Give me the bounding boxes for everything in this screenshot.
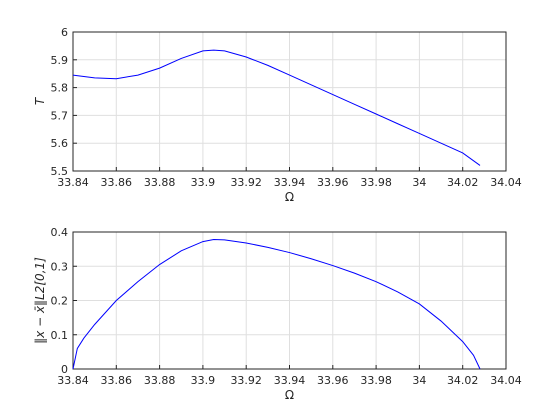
x-tick-label: 34.02 [447,374,479,387]
axes-box [72,31,507,172]
data-line [72,239,481,370]
x-tick-label: 33.88 [144,374,176,387]
y-tick-label: 0.2 [51,295,69,308]
x-tick-label: 33.84 [57,176,89,189]
x-tick-label: 33.92 [230,374,262,387]
y-tick-label: 0 [61,363,68,376]
y-tick-label: 6 [61,26,68,39]
y-axis-label: T [33,96,47,105]
y-tick-label: 5.8 [51,82,69,95]
x-tick-label: 33.96 [317,176,349,189]
y-tick-label: 5.5 [51,165,69,178]
x-tick-label: 33.86 [101,176,133,189]
x-tick-label: 33.84 [57,374,89,387]
x-tick-label: 34.04 [490,176,522,189]
x-axis-label: Ω [285,190,294,204]
x-tick-label: 33.94 [274,176,306,189]
x-tick-label: 33.88 [144,176,176,189]
x-tick-label: 33.92 [230,176,262,189]
x-tick-label: 34.04 [490,374,522,387]
y-axis-label: ‖x − x̄‖L2[0,1] [33,257,47,344]
x-tick-label: 33.86 [101,374,133,387]
x-tick-label: 33.94 [274,374,306,387]
data-line [72,49,481,166]
y-tick-label: 5.9 [51,54,69,67]
x-tick-label: 33.9 [191,374,216,387]
y-tick-label: 0.1 [51,329,69,342]
y-tick-label: 5.7 [51,109,69,122]
y-tick-label: 0.4 [51,226,69,239]
y-tick-label: 5.6 [51,137,69,150]
x-tick-label: 33.96 [317,374,349,387]
x-tick-label: 33.98 [360,374,392,387]
x-tick-label: 34 [412,176,426,189]
y-tick-label: 0.3 [51,260,69,273]
x-tick-label: 33.98 [360,176,392,189]
axes-box [72,231,507,370]
x-tick-label: 33.9 [191,176,216,189]
x-tick-label: 34.02 [447,176,479,189]
x-tick-label: 34 [412,374,426,387]
x-axis-label: Ω [285,388,294,402]
